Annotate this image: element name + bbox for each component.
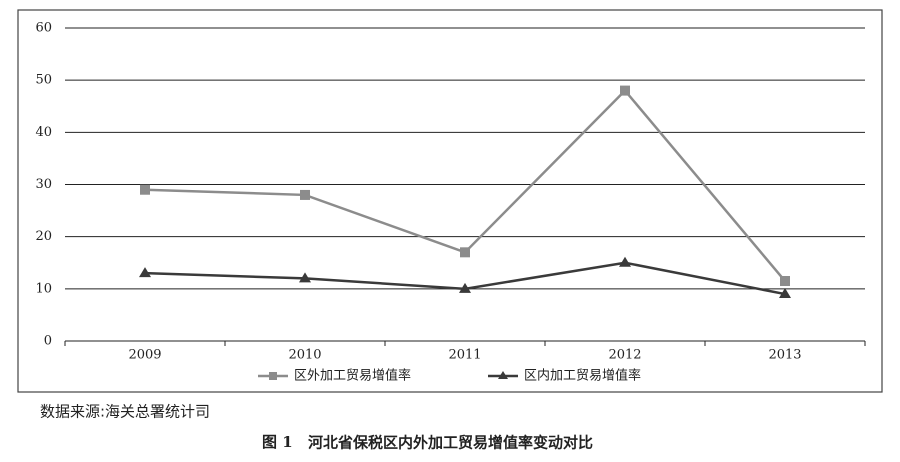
y-tick-label: 20 [35, 229, 52, 244]
legend-marker [498, 371, 508, 379]
y-tick-label: 60 [35, 21, 52, 36]
x-tick-label: 2009 [128, 348, 161, 363]
point [779, 288, 791, 299]
x-tick-label: 2011 [448, 348, 481, 363]
point [460, 247, 470, 258]
legend-label: 区内加工贸易增值率 [524, 368, 641, 384]
source-note: 数据来源:海关总署统计司 [40, 403, 210, 421]
y-tick-label: 30 [35, 177, 52, 192]
chart-title: 河北省保税区内外加工贸易增值率变动对比 [308, 434, 593, 452]
y-tick-label: 10 [35, 281, 52, 296]
y-tick-label: 50 [35, 73, 52, 88]
point [300, 189, 310, 200]
caption-label: 图 1 [262, 433, 293, 451]
legend-marker [269, 372, 277, 380]
point [459, 282, 471, 293]
point [620, 85, 630, 96]
x-tick-label: 2012 [608, 348, 641, 363]
point [780, 276, 790, 287]
point [619, 256, 631, 267]
x-tick-label: 2013 [768, 348, 801, 363]
x-tick-label: 2010 [288, 348, 321, 363]
legend-label: 区外加工贸易增值率 [294, 368, 411, 384]
y-tick-label: 0 [44, 334, 52, 349]
point [140, 184, 150, 195]
point [139, 267, 151, 278]
point [299, 272, 311, 283]
y-tick-label: 40 [35, 125, 52, 140]
chart-frame [17, 9, 883, 393]
